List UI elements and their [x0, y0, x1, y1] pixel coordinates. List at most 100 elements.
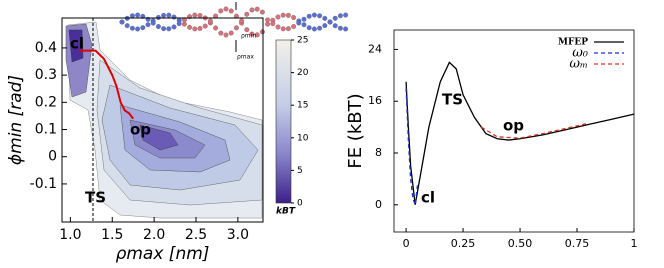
bead	[280, 26, 286, 32]
series-line	[480, 122, 589, 139]
bead	[129, 25, 135, 31]
plot-frame	[61, 17, 264, 223]
y-tick-label: 0.4	[35, 40, 57, 56]
bead	[337, 25, 343, 31]
colorbar-label: kBT	[276, 207, 296, 217]
bead	[166, 26, 172, 32]
colorbar-tick-label: 15	[297, 101, 308, 111]
annotation: op	[130, 121, 151, 139]
bead	[228, 30, 234, 36]
bead	[150, 20, 156, 26]
bead	[311, 12, 317, 18]
bead	[285, 26, 291, 32]
bead	[119, 19, 125, 25]
bead	[285, 12, 291, 18]
bead	[228, 8, 234, 14]
bead	[135, 12, 141, 18]
annotation: ρmax	[237, 54, 254, 61]
bead	[327, 19, 333, 25]
bead	[140, 25, 146, 31]
x-tick-label: 3.0	[227, 227, 249, 243]
bead	[161, 12, 167, 18]
bead	[322, 23, 328, 29]
bead	[275, 24, 281, 30]
y-tick-label: 0.3	[35, 67, 57, 83]
colorbar-tick-label: 10	[297, 133, 309, 143]
bead	[275, 14, 281, 20]
bead	[343, 26, 349, 32]
bead	[254, 32, 260, 38]
y-tick-label: -0.1	[30, 176, 57, 192]
y-axis-label: ϕmin [rad]	[6, 75, 26, 165]
colorbar-tick-label: 25	[297, 36, 308, 46]
bead	[155, 24, 161, 30]
dna-illustration	[119, 2, 349, 52]
bead	[249, 7, 255, 13]
colorbar-tick-label: 0	[297, 199, 303, 209]
bead	[145, 22, 151, 28]
bead	[124, 23, 130, 29]
x-tick-label: 0.50	[508, 237, 533, 250]
x-tick-label: 1.5	[101, 227, 123, 243]
y-tick-label: 16	[368, 94, 382, 107]
bead	[254, 6, 260, 12]
y-tick-label: 0.1	[35, 122, 57, 138]
x-axis-label: ρmax [nm]	[116, 244, 210, 264]
colorbar-tick-label: 20	[297, 68, 309, 78]
bead	[343, 12, 349, 18]
y-tick-label: 0.2	[35, 94, 57, 110]
annotation: cl	[70, 35, 84, 53]
contour-fills	[65, 21, 263, 219]
bead	[244, 11, 250, 17]
annotation: ρmin	[241, 33, 256, 40]
x-tick-label: 2.5	[185, 227, 207, 243]
bead	[181, 21, 187, 27]
bead	[223, 32, 229, 38]
bead	[233, 25, 239, 31]
bead	[171, 14, 177, 20]
legend-label: ωₘ	[569, 57, 588, 72]
bead	[322, 15, 328, 21]
bead	[301, 16, 307, 22]
bead	[207, 18, 213, 24]
colorbar	[275, 39, 292, 204]
bead	[192, 26, 198, 32]
y-tick-label: 24	[368, 42, 382, 55]
bead	[306, 25, 312, 31]
annotation: TS	[442, 91, 463, 109]
bead	[337, 13, 343, 19]
bead	[155, 14, 161, 20]
bead	[239, 18, 245, 24]
plot-frame	[393, 29, 635, 233]
legend-label: MFEP	[558, 38, 588, 48]
bead	[249, 31, 255, 37]
bead	[213, 25, 219, 31]
bead	[317, 13, 323, 19]
bead	[280, 12, 286, 18]
y-tick-label: 0	[375, 198, 382, 211]
bead	[166, 12, 172, 18]
bead	[161, 26, 167, 32]
bead	[176, 21, 182, 27]
bead	[259, 9, 265, 15]
bead	[218, 30, 224, 36]
bead	[296, 20, 302, 26]
bead	[291, 24, 297, 29]
x-tick-label: 0.25	[451, 237, 476, 250]
mfep-path	[78, 49, 134, 120]
y-tick-label: 0	[48, 149, 57, 165]
legend-label: ω₀	[572, 46, 589, 61]
bead	[265, 17, 271, 23]
bead	[223, 6, 229, 12]
bead	[301, 22, 307, 28]
bead	[317, 25, 323, 31]
bead	[187, 24, 193, 30]
series-line	[405, 88, 419, 206]
bead	[332, 23, 338, 29]
y-tick-label: 8	[375, 146, 382, 159]
annotation: cl	[421, 189, 435, 207]
y-axis-label: FE (kBT)	[345, 93, 366, 168]
bead	[306, 13, 312, 19]
bead	[140, 13, 146, 19]
